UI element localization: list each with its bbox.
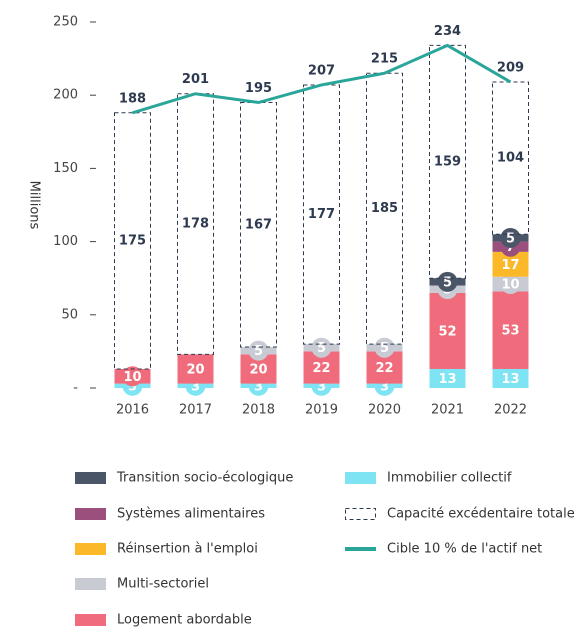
legend-swatch — [75, 508, 106, 520]
data-label: 13 — [438, 372, 456, 387]
data-label: 20 — [186, 362, 204, 377]
data-label: 3 — [254, 379, 263, 394]
label-badge — [437, 271, 458, 292]
data-label: 22 — [375, 361, 393, 376]
total-label: 188 — [119, 91, 146, 106]
data-label: 178 — [182, 217, 209, 232]
legend-swatch — [75, 472, 106, 484]
legend-label: Multi-sectoriel — [117, 577, 209, 592]
y-axis-label: Millions — [27, 181, 42, 230]
data-label: 5 — [254, 344, 263, 359]
data-label: 3 — [191, 379, 200, 394]
y-tick-label: 150 — [53, 161, 78, 176]
legend-swatch — [75, 614, 106, 626]
total-label: 195 — [245, 81, 272, 96]
data-label: 17 — [501, 258, 519, 273]
legend-label: Immobilier collectif — [387, 471, 512, 486]
data-label: 3 — [128, 379, 137, 394]
data-label: 185 — [371, 201, 398, 216]
data-label: 3 — [317, 379, 326, 394]
y-tick-label: 100 — [53, 234, 78, 249]
legend-label: Cible 10 % de l'actif net — [387, 542, 542, 557]
data-label: 175 — [119, 233, 146, 248]
data-label: 22 — [312, 361, 330, 376]
data-label: 5 — [380, 341, 389, 356]
data-label: 167 — [245, 217, 272, 232]
y-tick-label: - — [73, 381, 78, 396]
total-label: 207 — [308, 63, 335, 78]
data-label: 5 — [506, 231, 515, 246]
legend-label: Logement abordable — [117, 613, 252, 628]
x-tick-label: 2019 — [305, 403, 338, 418]
label-badge — [122, 366, 143, 387]
legend-swatch — [75, 578, 106, 590]
label-badge — [500, 227, 521, 248]
total-label: 201 — [182, 72, 209, 87]
x-tick-label: 2017 — [179, 403, 212, 418]
total-label: 209 — [497, 61, 524, 76]
x-tick-label: 2018 — [242, 403, 275, 418]
data-label: 159 — [434, 154, 461, 169]
bar-segment — [429, 292, 466, 369]
data-label: 53 — [501, 324, 519, 339]
y-tick-label: 250 — [53, 15, 78, 30]
y-tick-label: 200 — [53, 88, 78, 103]
bar-segment — [492, 291, 529, 369]
data-label: 5 — [317, 341, 326, 356]
data-label: 3 — [380, 379, 389, 394]
label-badge — [248, 340, 269, 361]
data-label: 5 — [443, 275, 452, 290]
legend-label: Systèmes alimentaires — [117, 507, 265, 522]
legend-label: Réinsertion à l'emploi — [117, 542, 258, 557]
y-tick-label: 50 — [61, 307, 78, 322]
bar-segment — [177, 354, 214, 384]
data-label: 52 — [438, 324, 456, 339]
data-label: 177 — [308, 207, 335, 222]
legend-swatch — [345, 472, 376, 484]
total-label: 234 — [434, 24, 461, 39]
data-label: 20 — [249, 362, 267, 377]
data-label: 10 — [501, 278, 519, 293]
data-label: 13 — [501, 372, 519, 387]
legend-label: Capacité excédentaire totale — [387, 507, 575, 522]
total-label: 215 — [371, 52, 398, 67]
bar-segment — [492, 368, 529, 388]
legend-swatch — [345, 508, 376, 520]
x-tick-label: 2022 — [494, 403, 527, 418]
x-tick-label: 2020 — [368, 403, 401, 418]
label-badge — [500, 274, 521, 295]
target-line — [132, 43, 512, 115]
legend-swatch — [75, 543, 106, 555]
data-label: 10 — [123, 370, 141, 385]
legend-label: Transition socio-écologique — [116, 471, 293, 486]
x-tick-label: 2021 — [431, 403, 464, 418]
data-label: 104 — [497, 151, 524, 166]
label-badge — [374, 337, 395, 358]
x-tick-label: 2016 — [116, 403, 149, 418]
label-badge — [311, 337, 332, 358]
bar-segment — [429, 368, 466, 388]
